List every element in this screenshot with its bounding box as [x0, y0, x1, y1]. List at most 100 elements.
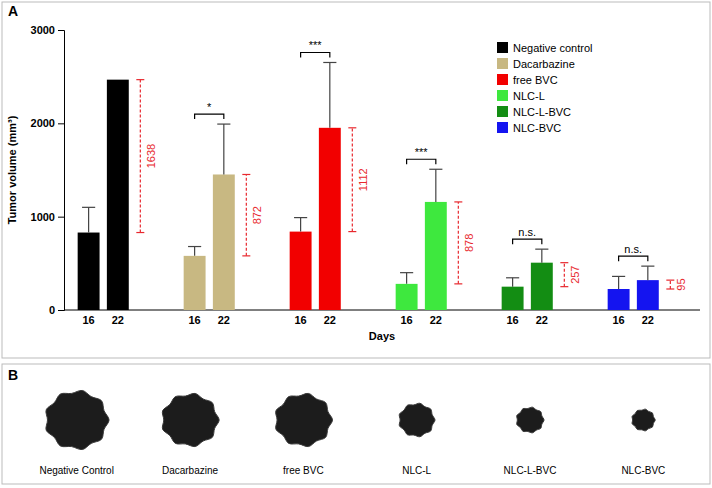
- x-tick-label: 22: [642, 314, 654, 326]
- difference-label: 95: [675, 278, 687, 290]
- difference-cap: [242, 255, 250, 256]
- difference-cap: [136, 232, 144, 233]
- error-cap: [188, 246, 201, 247]
- x-tick-label: 16: [188, 314, 200, 326]
- image-label: NLC-BVC: [621, 465, 665, 476]
- bar: [107, 80, 129, 310]
- error-bar: [535, 249, 548, 263]
- difference-label: 1638: [145, 144, 157, 168]
- y-tick-label: 0: [49, 304, 55, 316]
- x-tick-label: 22: [218, 314, 230, 326]
- significance-line: [407, 159, 436, 164]
- error-bar: [294, 218, 307, 232]
- y-tick: 2000: [31, 117, 64, 129]
- difference-cap: [454, 201, 462, 202]
- error-line: [194, 247, 195, 256]
- legend-label: NLC-BVC: [513, 122, 561, 134]
- y-axis-title: Tumor volume (mm³): [6, 115, 18, 224]
- x-tick-label: 22: [112, 314, 124, 326]
- bar: [425, 202, 447, 310]
- significance-bracket: [619, 256, 648, 261]
- panel-letter: B: [8, 367, 18, 383]
- tumor-image: [46, 390, 109, 449]
- error-bar: [506, 278, 519, 287]
- difference-label: 872: [251, 206, 263, 224]
- significance-label: *: [207, 101, 212, 113]
- significance-label: ***: [309, 39, 323, 51]
- error-cap: [612, 276, 625, 277]
- y-tick-label: 3000: [31, 24, 55, 36]
- tumor-image: [632, 409, 655, 431]
- difference-bracket: [242, 174, 250, 255]
- error-line: [300, 218, 301, 232]
- x-tick-label: 22: [324, 314, 336, 326]
- error-cap: [535, 249, 548, 250]
- error-cap: [294, 217, 307, 218]
- x-axis-title: Days: [369, 330, 395, 342]
- bar: [78, 233, 100, 310]
- error-line: [435, 169, 436, 202]
- legend-swatch: [497, 58, 508, 69]
- significance-label: n.s.: [518, 226, 536, 238]
- error-cap: [429, 169, 442, 170]
- image-label: NLC-L-BVC: [504, 465, 557, 476]
- error-line: [512, 278, 513, 287]
- error-bar: [323, 62, 336, 127]
- difference-label: 257: [569, 265, 581, 283]
- x-tick-label: 16: [82, 314, 94, 326]
- error-cap: [82, 207, 95, 208]
- error-bar: [82, 207, 95, 232]
- significance-bracket: [513, 239, 542, 244]
- difference-cap: [666, 288, 674, 289]
- y-tick-mark: [58, 217, 64, 218]
- error-line: [329, 62, 330, 127]
- legend-swatch: [497, 74, 508, 85]
- error-cap: [506, 277, 519, 278]
- error-line: [647, 266, 648, 280]
- difference-bracket: [666, 280, 674, 289]
- error-bar: [217, 124, 230, 174]
- difference-cap: [560, 286, 568, 287]
- error-bar: [188, 247, 201, 256]
- figure: AB0100020003000Tumor volume (mm³)Days162…: [0, 0, 712, 488]
- significance-bracket: [301, 52, 330, 57]
- tumor-image: [162, 393, 219, 446]
- error-bar: [641, 266, 654, 280]
- error-bar: [400, 273, 413, 284]
- difference-cap: [348, 231, 356, 232]
- legend-swatch: [497, 106, 508, 117]
- bar: [184, 256, 206, 310]
- y-tick-label: 2000: [31, 117, 55, 129]
- legend-label: Dacarbazine: [513, 58, 575, 70]
- difference-line: [670, 280, 671, 289]
- error-cap: [641, 266, 654, 267]
- panel-frame: [2, 364, 710, 484]
- legend-label: NLC-L: [513, 90, 545, 102]
- image-label: free BVC: [283, 465, 324, 476]
- bar: [319, 128, 341, 310]
- difference-line: [140, 80, 141, 233]
- significance-bracket: [195, 114, 224, 119]
- tumor-image: [517, 407, 544, 433]
- bar: [608, 289, 630, 310]
- bar: [502, 287, 524, 310]
- significance-bracket: [407, 159, 436, 164]
- y-axis: 0100020003000: [31, 24, 65, 316]
- difference-line: [564, 263, 565, 287]
- tumor-image: [276, 393, 333, 446]
- y-tick: 0: [49, 304, 64, 316]
- y-tick-mark: [58, 310, 64, 311]
- difference-cap: [348, 127, 356, 128]
- difference-cap: [454, 283, 462, 284]
- y-tick-mark: [58, 123, 64, 124]
- error-bar: [612, 276, 625, 289]
- significance-line: [513, 239, 542, 244]
- y-tick: 3000: [31, 24, 64, 36]
- legend-swatch: [497, 42, 508, 53]
- image-label: NLC-L: [402, 465, 431, 476]
- legend-label: NLC-L-BVC: [513, 106, 571, 118]
- difference-bracket: [348, 128, 356, 232]
- significance-line: [195, 114, 224, 119]
- difference-label: 1112: [357, 168, 369, 191]
- legend: Negative controlDacarbazinefree BVCNLC-L…: [497, 42, 593, 134]
